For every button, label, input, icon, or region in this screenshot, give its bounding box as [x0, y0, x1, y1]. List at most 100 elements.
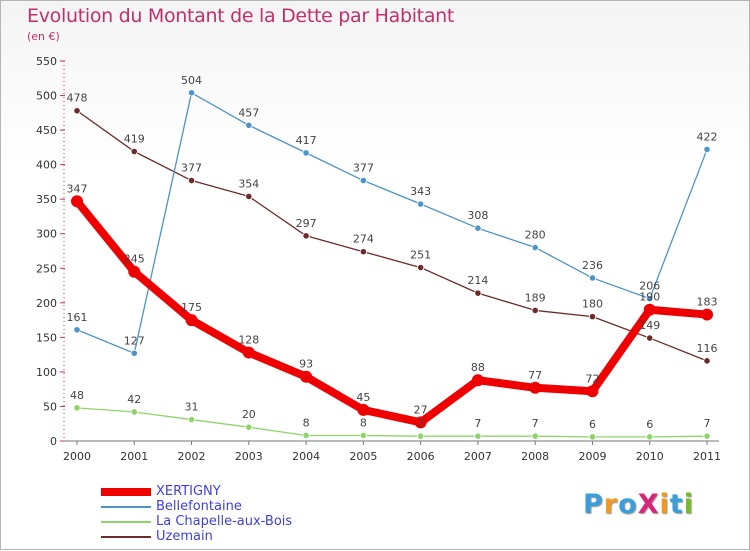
data-point [130, 408, 138, 416]
data-label: 274 [353, 233, 374, 246]
data-label: 20 [242, 408, 256, 421]
data-point [302, 431, 310, 440]
data-label: 6 [589, 418, 596, 431]
data-label: 8 [303, 416, 310, 429]
data-point [414, 416, 427, 429]
legend-swatch [101, 488, 151, 496]
data-point [646, 334, 654, 342]
data-point [529, 381, 542, 394]
data-label: 280 [525, 229, 546, 242]
data-label: 88 [471, 361, 485, 374]
data-point [588, 433, 597, 441]
data-point [359, 248, 367, 256]
data-point [471, 374, 484, 387]
data-point [531, 243, 539, 252]
series-layer [71, 89, 713, 441]
legend-label: Uzemain [156, 529, 213, 544]
data-label: 190 [639, 291, 660, 304]
data-label: 93 [299, 358, 313, 371]
logo-letter: P [583, 489, 604, 520]
y-tick-label: 450 [36, 124, 57, 137]
x-tick-label: 2010 [636, 450, 664, 463]
data-label: 161 [67, 311, 88, 324]
data-label: 343 [410, 185, 431, 198]
data-label: 7 [704, 417, 711, 430]
data-point [187, 415, 196, 424]
data-point [71, 195, 83, 208]
data-point [245, 192, 253, 201]
x-tick-label: 2011 [693, 450, 721, 463]
data-label: 116 [697, 342, 718, 355]
x-tick-label: 2000 [63, 450, 91, 463]
data-label: 347 [67, 182, 88, 195]
data-point [474, 289, 482, 297]
data-label: 7 [532, 417, 539, 430]
data-label: 297 [296, 217, 317, 230]
data-point [417, 263, 425, 272]
data-point [302, 232, 310, 240]
data-point [359, 431, 367, 440]
data-label: 478 [67, 92, 88, 105]
x-tick-label: 2007 [464, 450, 492, 463]
data-point [588, 313, 597, 321]
legend-label: La Chapelle-aux-Bois [156, 514, 293, 529]
data-label: 127 [124, 334, 145, 347]
data-point [300, 370, 313, 383]
logo-letter: t [669, 489, 684, 520]
legend-swatch [101, 536, 151, 538]
logo-letter: r [603, 489, 619, 520]
data-label: 377 [353, 162, 374, 175]
data-label: 27 [414, 403, 428, 416]
data-label: 8 [360, 416, 367, 429]
data-label: 422 [697, 130, 718, 143]
data-label: 42 [127, 393, 141, 406]
logo-letter: X [637, 489, 660, 520]
data-point [531, 306, 539, 315]
chart-title: Evolution du Montant de la Dette par Hab… [27, 5, 455, 27]
data-point [588, 274, 597, 282]
data-point [73, 107, 81, 115]
data-label: 31 [185, 401, 199, 414]
data-point [187, 176, 196, 185]
data-label: 180 [582, 298, 603, 311]
data-point [73, 404, 81, 412]
data-label: 7 [474, 417, 481, 430]
data-label: 175 [181, 301, 202, 314]
series-line [76, 110, 708, 362]
data-point [245, 121, 253, 129]
y-tick-label: 0 [50, 435, 57, 448]
data-label: 7 [417, 417, 424, 430]
y-tick-label: 150 [36, 331, 57, 344]
legend-swatch [101, 521, 151, 523]
data-point [417, 200, 425, 208]
data-point [531, 432, 539, 440]
x-tick-label: 2006 [407, 450, 435, 463]
data-label: 251 [410, 249, 431, 262]
axes: 0 50 100 150 200 250 300 350 400 450 500 550 2000 200… [36, 55, 721, 463]
data-label: 417 [296, 134, 317, 147]
data-label: 149 [639, 319, 660, 332]
legend-swatch [101, 506, 151, 508]
y-axis-unit: (en €) [27, 30, 60, 43]
y-tick-label: 550 [36, 55, 57, 68]
series-line [73, 197, 711, 427]
x-tick-label: 2001 [120, 450, 148, 463]
data-label: 189 [525, 291, 546, 304]
data-point [128, 265, 141, 278]
data-label: 377 [181, 162, 202, 175]
data-label: 48 [70, 389, 84, 402]
data-label: 457 [238, 106, 259, 119]
logo-letter: i [683, 489, 694, 520]
data-point [130, 147, 138, 156]
data-label: 214 [467, 274, 488, 287]
data-point [643, 303, 656, 316]
data-point [586, 385, 599, 398]
x-tick-label: 2004 [292, 450, 320, 463]
legend-label: XERTIGNY [156, 484, 221, 499]
data-label: 77 [528, 369, 542, 382]
data-point [302, 149, 310, 157]
y-tick-label: 200 [36, 297, 57, 310]
